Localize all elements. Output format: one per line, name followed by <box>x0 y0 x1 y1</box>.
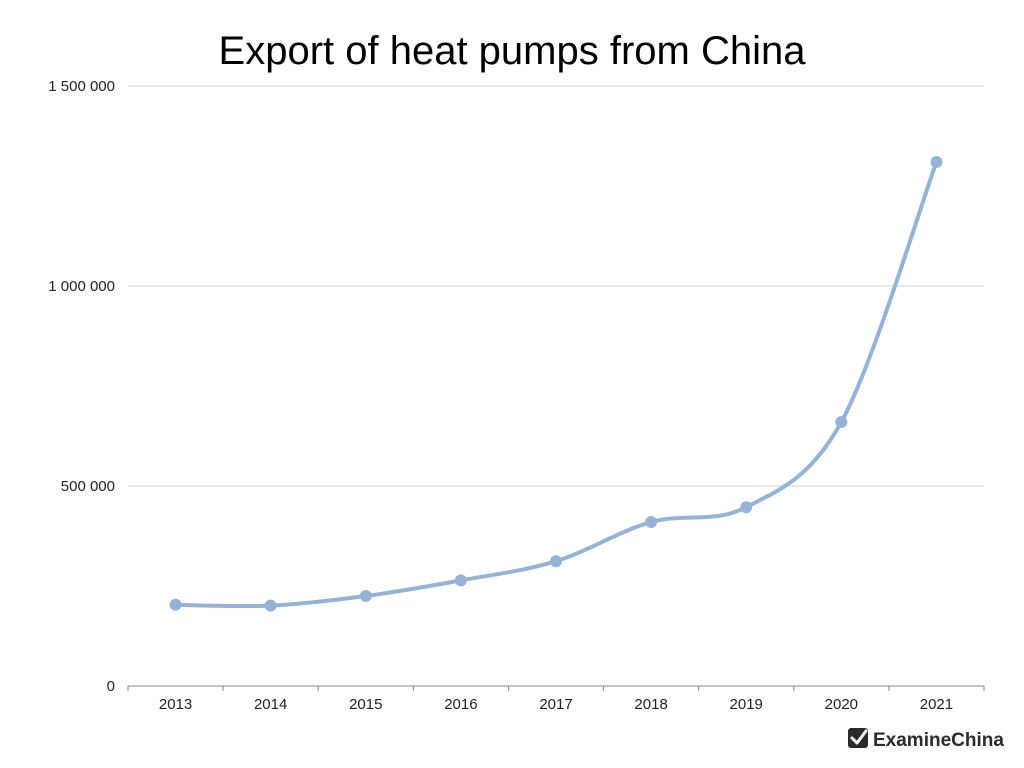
data-point-2019 <box>740 501 753 514</box>
x-tick-label: 2014 <box>254 696 287 713</box>
series-line <box>173 160 939 609</box>
x-tick-label: 2018 <box>634 696 667 713</box>
watermark: ExamineChina <box>848 728 1004 751</box>
data-point-2014 <box>264 599 277 612</box>
data-point-2018 <box>645 516 658 528</box>
chart-title: Export of heat pumps from China <box>219 29 807 73</box>
data-point-2016 <box>454 574 467 587</box>
y-axis-ticks: 0 500 000 1 000 000 1 500 000 <box>48 78 115 695</box>
data-point-2020 <box>835 416 848 428</box>
watermark-text: ExamineChina <box>873 730 1004 751</box>
x-tick-label: 2015 <box>349 696 382 713</box>
gridlines <box>128 85 984 487</box>
x-tick-label: 2020 <box>825 696 858 713</box>
y-tick-label: 0 <box>107 678 115 695</box>
y-tick-label: 500 000 <box>61 478 115 495</box>
x-tick-label: 2017 <box>539 696 572 713</box>
x-tick-label: 2019 <box>730 696 763 713</box>
x-tick-label: 2013 <box>159 696 192 713</box>
checkmark-logo-icon <box>848 728 868 748</box>
data-point-2015 <box>359 590 372 602</box>
x-tick-label: 2016 <box>444 696 477 713</box>
y-tick-label: 1 000 000 <box>48 278 115 295</box>
data-point-2013 <box>169 598 182 611</box>
x-axis-ticks: 2013 2014 2015 2016 2017 2018 2019 2020 2021 <box>127 686 985 713</box>
series-group <box>169 156 943 612</box>
data-point-2017 <box>550 555 562 568</box>
y-tick-label: 1 500 000 <box>48 78 115 95</box>
x-tick-label: 2021 <box>920 696 953 713</box>
data-point-2021 <box>930 156 943 168</box>
